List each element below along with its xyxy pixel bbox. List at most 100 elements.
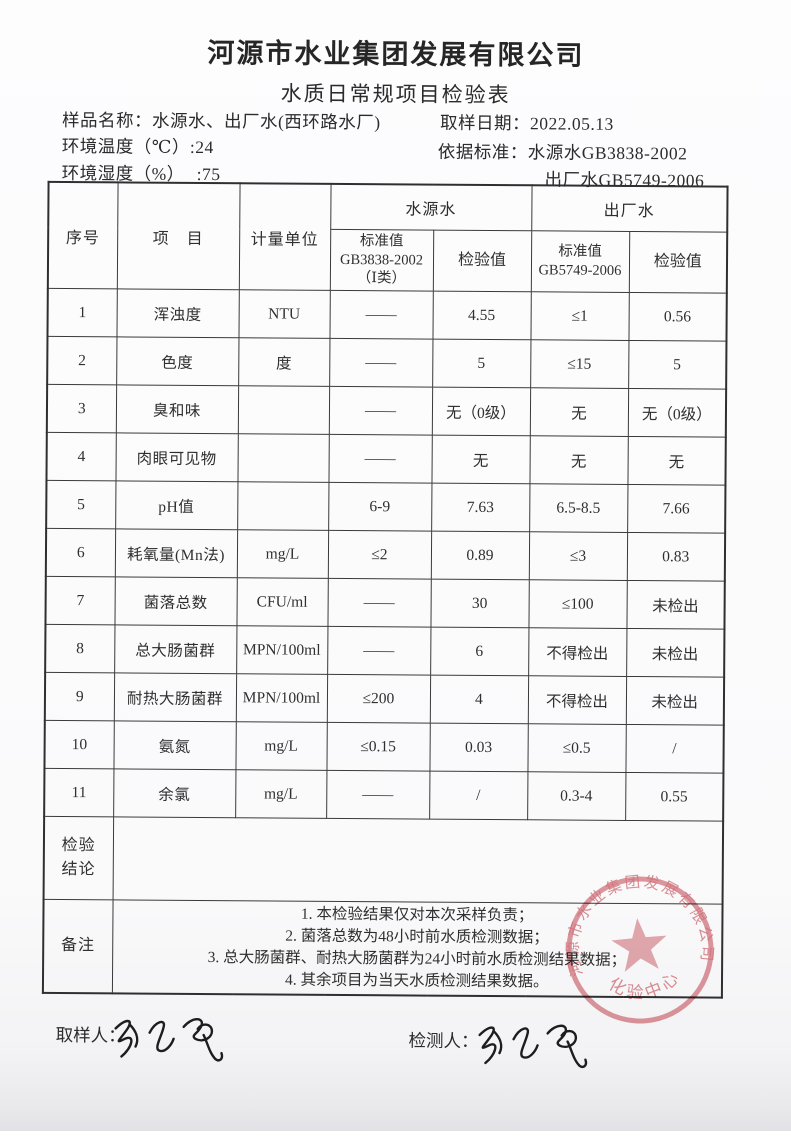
cell-item: 肉眼可见物 — [115, 432, 238, 482]
cell-source-value: 6 — [430, 627, 529, 676]
cell-unit: 度 — [238, 337, 330, 387]
cell-source-value: / — [429, 771, 528, 820]
cell-finished-value: 0.56 — [628, 292, 727, 342]
cell-finished-standard: 无 — [529, 435, 628, 485]
cell-unit: mg/L — [236, 529, 329, 579]
cell-finished-value: 5 — [628, 340, 727, 390]
cell-finished-standard: ≤1 — [530, 291, 629, 341]
cell-source-standard: 6-9 — [328, 482, 432, 532]
cell-finished-value: 未检出 — [626, 628, 725, 678]
cell-source-value: 0.89 — [430, 531, 530, 580]
cell-finished-standard: 0.3-4 — [527, 771, 626, 821]
cell-no: 10 — [44, 720, 114, 769]
form-title: 水质日常规项目检验表 — [280, 81, 511, 108]
col-header-item: 项 目 — [116, 182, 240, 290]
cell-source-value: 无 — [431, 435, 530, 484]
cell-item: 余氯 — [113, 768, 236, 818]
svg-text:化验中心: 化验中心 — [604, 965, 687, 1007]
cell-source-standard: —— — [328, 386, 433, 436]
sampling-date-value: 2022.05.13 — [529, 113, 614, 134]
cell-source-value: 0.03 — [429, 723, 528, 772]
table-row: 4 肉眼可见物 —— 无 无 无 — [46, 432, 726, 486]
source-standard-line3: （Ⅰ类） — [356, 270, 407, 287]
conclusion-label-line2: 结论 — [61, 861, 96, 879]
signature-row: 取样人： 检测人： — [0, 1018, 785, 1069]
cell-finished-value: 0.83 — [626, 532, 726, 582]
cell-unit: MPN/100ml — [235, 673, 328, 723]
cell-source-standard: —— — [328, 434, 432, 484]
cell-source-value: 30 — [430, 579, 529, 628]
cell-item: 耐热大肠菌群 — [113, 672, 237, 722]
table-row: 10 氨氮 mg/L ≤0.15 0.03 ≤0.5 / — [44, 720, 724, 774]
col-header-source-standard: 标准值 GB3838-2002 （Ⅰ类） — [329, 229, 434, 292]
table-row: 11 余氯 mg/L —— / 0.3-4 0.55 — [44, 768, 724, 822]
col-header-finished-standard: 标准值 GB5749-2006 — [530, 230, 630, 293]
sampling-date-line: 取样日期：2022.05.13 — [440, 110, 614, 136]
sampling-date-label: 取样日期： — [439, 112, 531, 134]
sample-name-label: 样品名称： — [61, 110, 153, 131]
col-header-source-checked: 检验值 — [432, 230, 532, 292]
col-header-finished-checked: 检验值 — [628, 231, 728, 294]
cell-finished-value: 未检出 — [625, 676, 725, 726]
table-row: 7 菌落总数 CFU/ml —— 30 ≤100 未检出 — [45, 576, 725, 630]
cell-finished-value: 无（0级） — [627, 388, 727, 438]
table-row: 6 耗氧量(Mn法) mg/L ≤2 0.89 ≤3 0.83 — [45, 528, 726, 582]
cell-finished-standard: ≤3 — [528, 531, 628, 581]
cell-no: 5 — [46, 480, 116, 529]
table-row: 2 色度 度 —— 5 ≤15 5 — [47, 336, 727, 390]
standard-line: 依据标准：水源水GB3838-2002 — [438, 139, 688, 166]
conclusion-label-line1: 检验 — [61, 837, 96, 855]
cell-finished-standard: ≤15 — [530, 339, 629, 389]
cell-finished-standard: 无 — [529, 387, 629, 437]
cell-source-value: 4.55 — [432, 291, 531, 340]
cell-item: pH值 — [115, 480, 238, 530]
cell-unit: CFU/ml — [236, 577, 328, 627]
cell-no: 9 — [44, 672, 115, 721]
col-header-no: 序号 — [47, 181, 118, 289]
table-group-header-row: 序号 项 目 计量单位 水源水 出厂水 — [47, 181, 728, 291]
cell-source-standard: ≤0.15 — [326, 722, 430, 772]
cell-item: 耗氧量(Mn法) — [114, 528, 238, 578]
table-row: 9 耐热大肠菌群 MPN/100ml ≤200 4 不得检出 未检出 — [44, 672, 725, 726]
standard-label: 依据标准： — [437, 141, 528, 163]
cell-no: 1 — [47, 288, 117, 337]
source-standard-line1: 标准值 — [359, 232, 404, 250]
cell-item: 臭和味 — [115, 384, 239, 434]
cell-finished-value: 7.66 — [627, 484, 726, 534]
remark-label: 备注 — [42, 899, 113, 994]
cell-unit — [237, 433, 329, 483]
stamp-star-icon — [611, 918, 667, 972]
col-header-unit: 计量单位 — [238, 183, 331, 291]
standard-source-value: 水源水GB3838-2002 — [527, 142, 688, 164]
finished-standard-line1: 标准值 — [558, 243, 602, 260]
cell-no: 6 — [45, 528, 116, 577]
cell-source-value: 5 — [432, 339, 531, 388]
cell-no: 11 — [44, 768, 114, 817]
sampler-signature — [114, 1018, 224, 1062]
cell-no: 8 — [45, 624, 115, 673]
cell-source-value: 7.63 — [431, 483, 530, 532]
company-seal-stamp: 河源市水业集团发展有限公司 化验中心 — [557, 867, 717, 1024]
cell-finished-value: 未检出 — [626, 580, 725, 630]
cell-finished-standard: 不得检出 — [528, 627, 627, 677]
env-temp-label: 环境温度（℃） — [61, 136, 190, 157]
stamp-center-text: 化验中心 — [604, 965, 687, 1007]
cell-source-standard: —— — [329, 290, 433, 340]
table-row: 8 总大肠菌群 MPN/100ml —— 6 不得检出 未检出 — [45, 624, 725, 678]
cell-unit — [237, 385, 330, 435]
cell-source-value: 4 — [429, 675, 529, 724]
cell-no: 2 — [47, 336, 117, 385]
cell-item: 浑浊度 — [116, 288, 239, 338]
table-row: 1 浑浊度 NTU —— 4.55 ≤1 0.56 — [47, 288, 727, 342]
env-temp-value: :24 — [189, 136, 214, 158]
cell-finished-standard: ≤100 — [528, 579, 627, 629]
tester-label: 检测人： — [408, 1030, 479, 1051]
cell-source-value: 无（0级） — [431, 387, 531, 436]
cell-source-standard: —— — [329, 338, 433, 388]
group-header-source-water: 水源水 — [330, 183, 532, 231]
stamp-ring — [566, 876, 714, 1024]
cell-finished-standard: ≤0.5 — [527, 723, 626, 773]
cell-finished-standard: 6.5-8.5 — [529, 483, 628, 533]
cell-finished-value: 0.55 — [625, 772, 724, 822]
